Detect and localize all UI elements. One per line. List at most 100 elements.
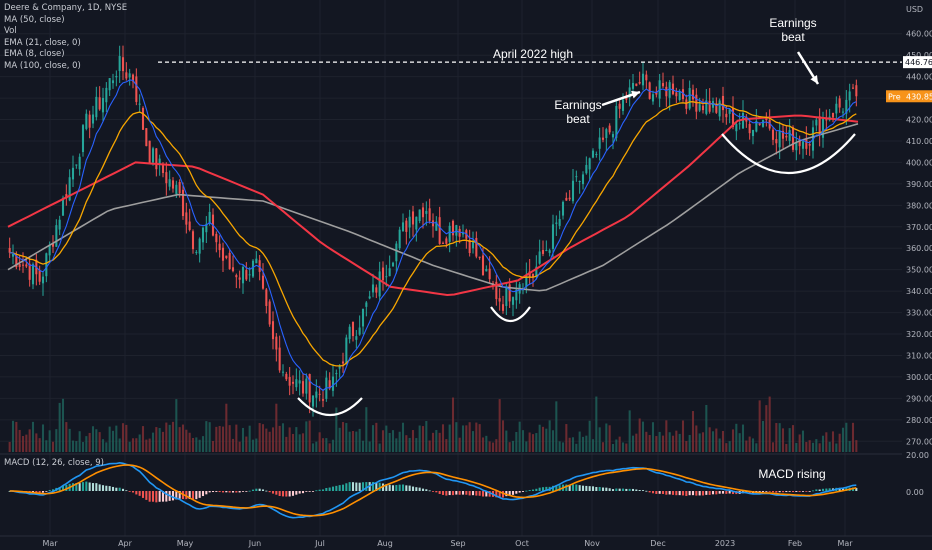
time-axis[interactable]: Mar Apr May Jun Jul Aug Sep Oct Nov Dec 2023 Feb Mar — [0, 535, 932, 548]
candle-body — [615, 105, 618, 138]
macd-histogram-bar — [728, 491, 731, 494]
candle-body — [578, 180, 581, 182]
macd-histogram-bar — [688, 491, 691, 496]
candle-body — [698, 104, 701, 111]
macd-histogram-bar — [538, 487, 541, 491]
candle-body — [851, 87, 855, 89]
candle-body — [561, 201, 565, 216]
macd-histogram-bar — [638, 489, 641, 491]
legend-title[interactable]: Deere & Company, 1D, NYSE — [4, 3, 128, 13]
candle-body — [418, 209, 421, 222]
candle-body — [531, 273, 535, 277]
volume-bar — [281, 423, 285, 452]
macd-histogram-bar — [665, 491, 668, 495]
candle-body — [475, 237, 478, 257]
macd-histogram-bar — [305, 491, 308, 492]
candle-body — [75, 164, 78, 166]
candle-body — [611, 134, 615, 138]
candle-body — [785, 135, 788, 138]
legend-ema8[interactable]: EMA (8, close) — [4, 49, 65, 59]
candle-body — [305, 378, 308, 394]
candle-body — [191, 231, 195, 250]
candle-body — [548, 250, 551, 253]
macd-histogram-bar — [658, 491, 661, 494]
volume-bar — [595, 396, 598, 452]
price-axis[interactable]: 270.00 280.00 290.00 300.00 310.00 320.00 330.… — [886, 5, 932, 497]
volume-bar — [325, 438, 328, 452]
volume-bar — [78, 431, 81, 452]
volume-bar — [851, 422, 855, 452]
volume-bar — [181, 424, 185, 452]
volume-bar — [761, 421, 765, 452]
volume-bar — [125, 424, 128, 452]
macd-legend[interactable]: MACD (12, 26, close, 9) — [4, 458, 104, 468]
macd-histogram-bar — [115, 487, 118, 491]
macd-histogram-bar — [651, 491, 655, 494]
macd-histogram-bar — [51, 489, 55, 491]
macd-histogram-bar — [78, 483, 81, 491]
macd-histogram-bar — [778, 491, 781, 493]
y-tick-label: 410.00 — [906, 137, 932, 146]
macd-histogram-bar — [441, 491, 445, 495]
macd-histogram-bar — [495, 491, 498, 498]
volume-bar — [438, 432, 441, 452]
macd-histogram-bar — [508, 491, 511, 496]
y-tick-label: 360.00 — [906, 244, 932, 253]
volume-bar — [455, 422, 458, 452]
macd-histogram-bar — [415, 487, 418, 491]
candle-body — [738, 123, 741, 125]
candle-body — [808, 144, 811, 146]
volume-bar — [65, 422, 68, 452]
legend-ma50[interactable]: MA (50, close) — [4, 14, 65, 25]
ma50-line — [7, 114, 859, 297]
candle-body — [775, 139, 778, 144]
candle-body — [801, 141, 805, 149]
macd-histogram-bar — [238, 491, 241, 493]
macd-histogram-bar — [81, 482, 85, 491]
volume-bar — [625, 443, 628, 452]
earnings-beat-2-label: beat — [781, 30, 805, 44]
candle-body — [351, 321, 355, 337]
volume-bar — [505, 430, 508, 452]
candle-body — [288, 376, 291, 386]
volume-bar — [248, 425, 251, 452]
legend-ma100[interactable]: MA (100, close, 0) — [4, 60, 81, 71]
candle-body — [321, 399, 325, 401]
volume-bar — [668, 432, 671, 452]
volume-bar — [818, 443, 821, 452]
candle-body — [438, 217, 441, 244]
candle-body — [411, 211, 415, 225]
macd-histogram-bar — [408, 485, 411, 491]
candle-body — [111, 80, 115, 84]
macd-histogram-bar — [308, 491, 311, 492]
pre-badge-label: Pre — [888, 92, 901, 101]
volume-bar — [688, 434, 691, 452]
macd-histogram-bar — [708, 491, 711, 495]
candle-body — [251, 260, 255, 277]
macd-histogram-bar — [201, 491, 205, 497]
macd-histogram-bar — [88, 482, 91, 491]
candle-body — [41, 276, 45, 284]
volume-bar — [765, 405, 768, 452]
volume-bar — [195, 437, 198, 452]
macd-histogram-bar — [531, 489, 535, 491]
candle-body — [441, 242, 445, 244]
macd-histogram-bar — [281, 491, 285, 497]
candle-body — [255, 258, 258, 264]
macd-pane[interactable] — [0, 453, 902, 519]
volume-bar — [478, 424, 481, 452]
x-tick-label: Feb — [788, 539, 802, 548]
candle-body — [368, 296, 371, 299]
legend-vol[interactable]: Vol — [4, 26, 17, 36]
candle-body — [318, 393, 321, 395]
macd-histogram-bar — [451, 491, 455, 496]
macd-histogram-bar — [328, 487, 331, 491]
legend-ema21[interactable]: EMA (21, close, 0) — [4, 37, 81, 48]
volume-bar — [468, 422, 471, 452]
volume-bar — [321, 438, 325, 452]
macd-histogram-bar — [458, 491, 461, 495]
macd-histogram-bar — [155, 491, 158, 503]
volume-bar — [131, 438, 135, 452]
macd-histogram-bar — [411, 486, 415, 491]
